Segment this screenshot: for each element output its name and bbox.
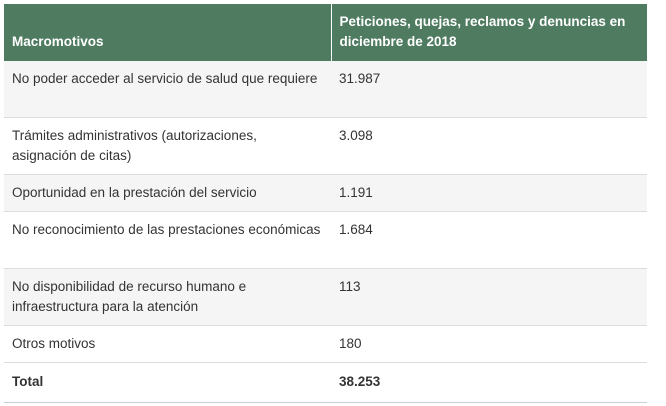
row-motivo: No poder acceder al servicio de salud qu… — [4, 61, 331, 118]
header-macromotivos: Macromotivos — [4, 4, 332, 61]
row-motivo: Otros motivos — [4, 325, 331, 363]
row-motivo: Oportunidad en la prestación del servici… — [4, 174, 331, 212]
total-valor: 38.253 — [331, 362, 647, 403]
row-motivo: Trámites administrativos (autorizaciones… — [4, 117, 331, 175]
row-valor: 1.191 — [331, 174, 647, 212]
row-valor: 180 — [331, 325, 647, 363]
table-total-row: Total 38.253 — [4, 362, 647, 403]
table-row: No disponibilidad de recurso humano e in… — [4, 268, 647, 326]
table-row: No poder acceder al servicio de salud qu… — [4, 61, 647, 118]
row-motivo: No disponibilidad de recurso humano e in… — [4, 268, 331, 326]
row-valor: 3.098 — [331, 117, 647, 175]
row-valor: 113 — [331, 268, 647, 326]
table-row: Trámites administrativos (autorizaciones… — [4, 117, 647, 175]
row-valor: 1.684 — [331, 211, 647, 269]
table-row: Otros motivos 180 — [4, 325, 647, 363]
row-motivo: No reconocimiento de las prestaciones ec… — [4, 211, 331, 269]
table-row: Oportunidad en la prestación del servici… — [4, 174, 647, 212]
total-label: Total — [4, 362, 331, 403]
header-peticiones: Peticiones, quejas, reclamos y denuncias… — [331, 4, 647, 61]
table-header-row: Macromotivos Peticiones, quejas, reclamo… — [4, 4, 647, 61]
pqrd-table: Macromotivos Peticiones, quejas, reclamo… — [4, 4, 647, 403]
table-row: No reconocimiento de las prestaciones ec… — [4, 211, 647, 269]
pqrd-table-container: Macromotivos Peticiones, quejas, reclamo… — [4, 4, 647, 403]
row-valor: 31.987 — [331, 61, 647, 118]
